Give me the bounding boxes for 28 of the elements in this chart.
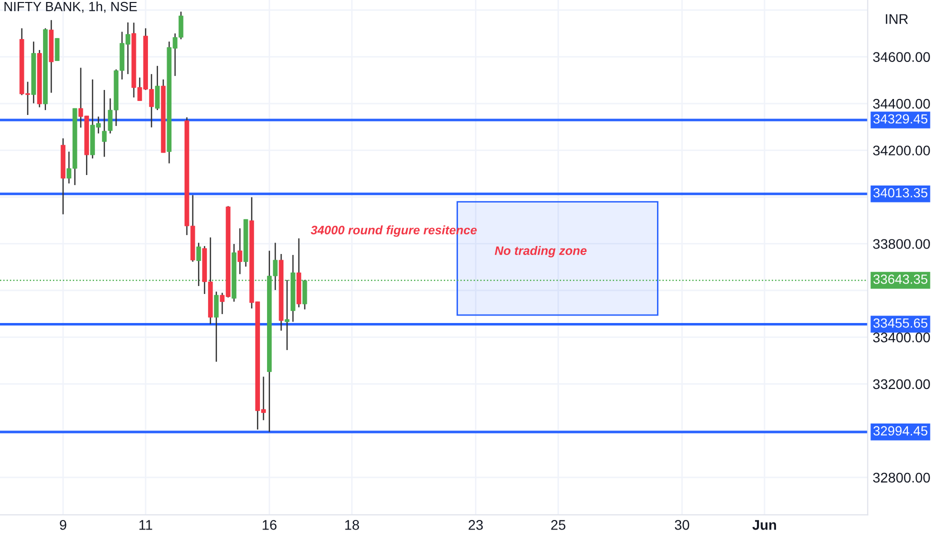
annotation: No trading zone (494, 246, 587, 258)
x-tick-label: 23 (468, 520, 483, 530)
y-tick-label: 34400.00 (873, 98, 930, 109)
x-tick-label: 25 (551, 520, 566, 530)
candlestick (102, 89, 107, 158)
x-tick-label: 30 (674, 520, 690, 530)
candlestick (238, 228, 242, 275)
y-tick-label: 33200.00 (873, 379, 930, 390)
y-tick-label: 33400.00 (873, 332, 930, 342)
y-axis-title: INR (886, 14, 908, 24)
ref-line-label: 34329.45 (873, 114, 928, 124)
x-tick-label: 18 (345, 520, 360, 530)
candlestick (155, 65, 160, 111)
y-tick-label: 34600.00 (873, 52, 930, 62)
x-tick-label: 11 (139, 520, 152, 530)
ref-line-label: 33643.35 (873, 274, 928, 284)
candlestick (54, 38, 60, 62)
x-tick-label: Jun (752, 520, 776, 530)
ref-line-label: 33455.65 (873, 318, 928, 328)
y-tick-label: 33800.00 (873, 239, 930, 249)
ref-line-label: 32994.45 (873, 426, 928, 436)
x-tick-label: 16 (262, 520, 276, 530)
ref-line-label: 34013.35 (873, 188, 928, 198)
y-tick-label: 32800.00 (873, 472, 930, 483)
chart-title: NIFTY BANK, 1h, NSE (4, 2, 137, 13)
x-tick-label: 9 (60, 520, 66, 530)
y-tick-label: 34200.00 (873, 146, 930, 156)
candlestick (214, 291, 219, 362)
